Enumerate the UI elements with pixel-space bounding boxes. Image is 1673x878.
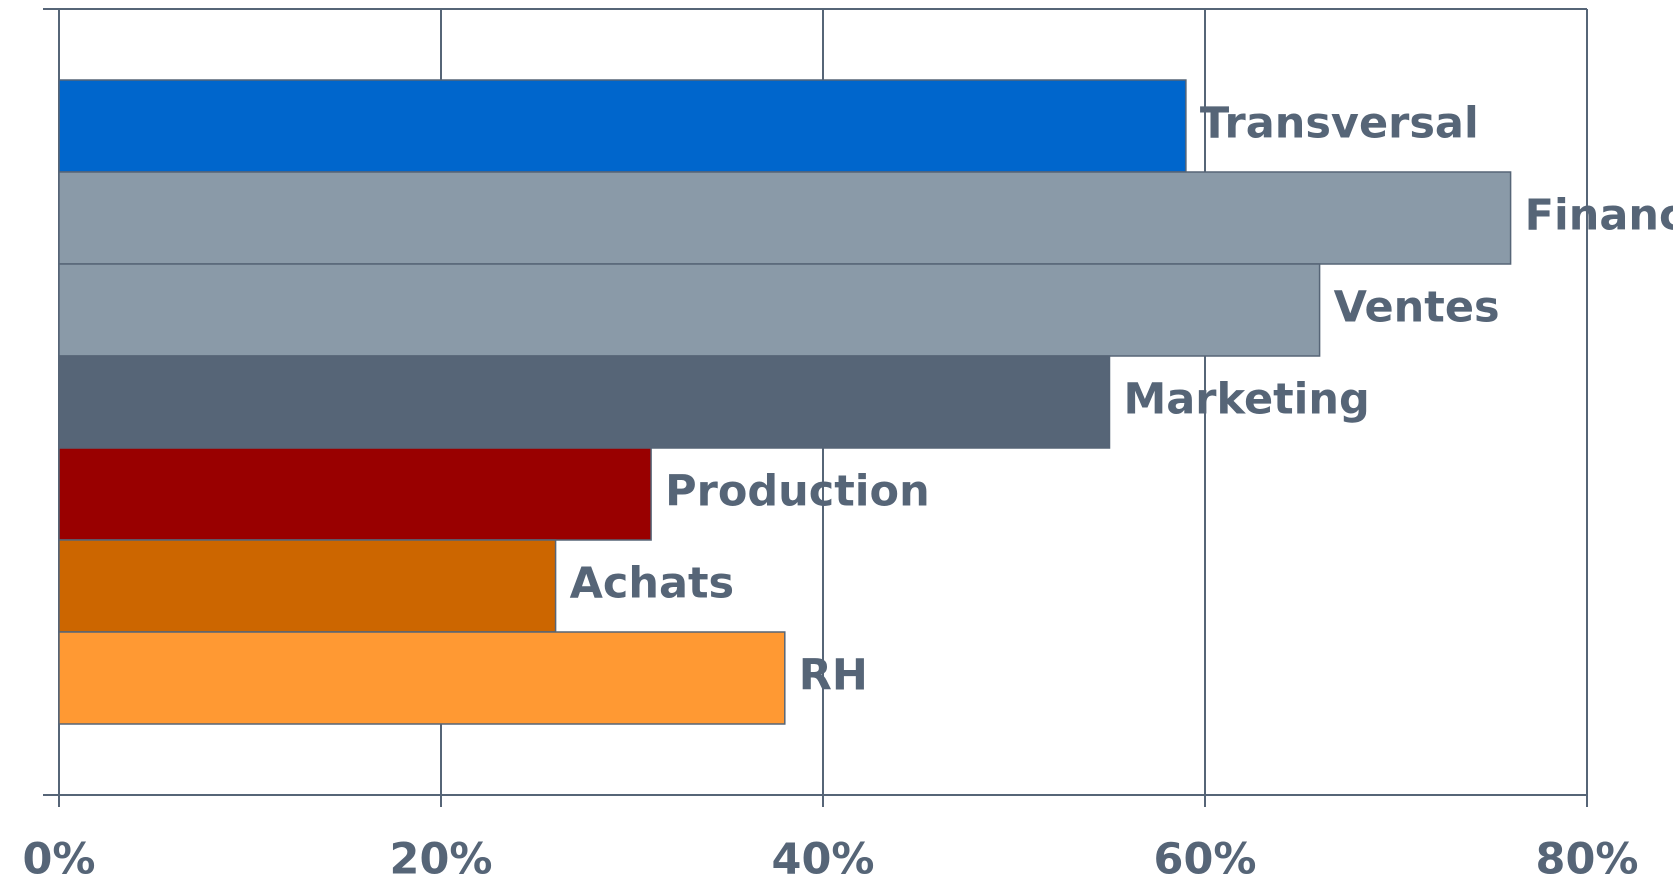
bar [58, 79, 1187, 173]
bar [58, 263, 1321, 357]
category-label: Marketing [1124, 375, 1370, 425]
category-label: RH [799, 651, 868, 701]
category-label: Ventes [1334, 283, 1500, 333]
x-tick-label: 0% [22, 835, 95, 878]
bar [58, 355, 1111, 449]
category-label: Production [665, 467, 930, 517]
bar [58, 171, 1512, 265]
category-label: Transversal [1200, 99, 1479, 149]
x-tick-label: 20% [390, 835, 493, 878]
x-tick-label: 40% [772, 835, 875, 878]
category-label: Finance [1525, 191, 1673, 241]
bar [58, 539, 557, 633]
bar [58, 447, 652, 541]
x-tick-label: 80% [1536, 835, 1639, 878]
x-tick-label: 60% [1154, 835, 1257, 878]
category-label: Achats [570, 559, 735, 609]
bar [58, 631, 786, 725]
